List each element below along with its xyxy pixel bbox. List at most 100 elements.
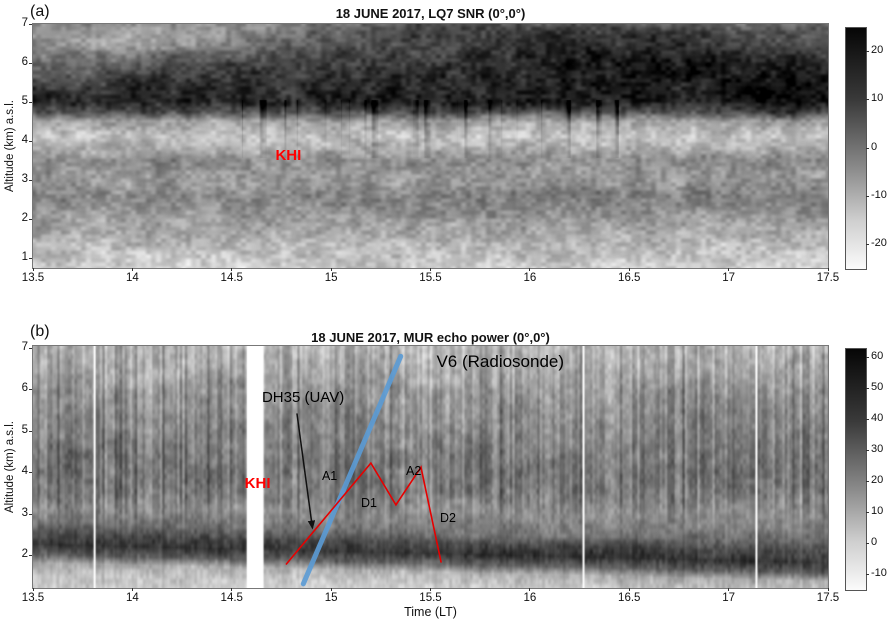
colorbar-tick-label: 10: [871, 92, 884, 105]
y-tick-label: 5: [21, 94, 28, 107]
y-tick-label: 5: [21, 423, 28, 436]
y-tick-mark: [29, 430, 32, 432]
x-tick-mark: [728, 588, 730, 591]
y-tick-mark: [29, 24, 32, 25]
x-tick-mark: [131, 268, 133, 271]
x-tick-label: 13.5: [21, 272, 45, 284]
y-tick-label: 3: [21, 506, 28, 519]
x-tick-label: 15.5: [419, 272, 442, 284]
colorbar-tick-mark: [866, 243, 869, 245]
x-tick-label: 14: [125, 592, 139, 604]
y-tick-label: 1: [21, 250, 28, 263]
colorbar-tick-label: -20: [871, 236, 887, 249]
x-tick-label: 14.5: [220, 592, 243, 604]
colorbar-tick-mark: [866, 542, 869, 544]
colorbar-tick-mark: [866, 449, 869, 451]
x-tick-mark: [827, 588, 829, 591]
panel-b-heatmap: [33, 346, 828, 588]
x-tick-mark: [529, 588, 531, 591]
colorbar-tick-mark: [866, 147, 869, 149]
panel-b-letter: (b): [30, 323, 50, 340]
x-tick-mark: [628, 268, 630, 271]
colorbar-tick-label: 0: [871, 140, 878, 153]
annotation-a2: A2: [406, 464, 422, 479]
colorbar-tick-label: -10: [871, 188, 887, 201]
annotation-khi: KHI: [275, 146, 302, 164]
x-tick-label: 14: [125, 272, 139, 284]
annotation-a1: A1: [321, 469, 338, 484]
x-tick-mark: [827, 268, 829, 271]
colorbar-tick-label: -10: [871, 566, 887, 579]
x-tick-label: 17.5: [816, 272, 840, 284]
panel-a-letter: (a): [30, 3, 50, 20]
x-tick-mark: [529, 268, 531, 271]
colorbar-tick-mark: [866, 99, 869, 101]
x-tick-mark: [231, 268, 233, 271]
colorbar-tick-mark: [866, 573, 869, 575]
x-tick-label: 16: [523, 592, 537, 604]
x-tick-mark: [131, 588, 133, 591]
x-tick-mark: [231, 588, 233, 591]
panel-b-overlay: [285, 353, 442, 587]
colorbar-tick-mark: [866, 419, 869, 421]
x-tick-mark: [32, 268, 34, 271]
y-tick-mark: [29, 218, 32, 220]
colorbar-tick-label: 40: [871, 412, 884, 425]
x-tick-mark: [628, 588, 630, 591]
x-tick-label: 16.5: [618, 592, 641, 604]
colorbar-tick-mark: [866, 511, 869, 513]
colorbar-tick-label: 60: [871, 350, 884, 363]
annotation-dh35-uav: DH35 (UAV): [261, 388, 345, 406]
y-tick-label: 7: [21, 17, 28, 29]
x-tick-mark: [32, 588, 34, 591]
y-tick-mark: [29, 554, 32, 556]
x-tick-mark: [330, 268, 332, 271]
annotation-d2: D2: [440, 510, 457, 525]
uav-pointer-arrow: [296, 413, 316, 530]
y-tick-label: 3: [21, 172, 28, 185]
x-tick-label: 17: [722, 272, 736, 284]
x-tick-mark: [430, 268, 431, 271]
x-tick-label: 14.5: [220, 272, 243, 284]
y-tick-label: 6: [21, 382, 28, 395]
x-tick-label: 16: [523, 272, 537, 284]
x-tick-mark: [430, 588, 431, 591]
y-tick-label: 2: [21, 211, 28, 224]
colorbar-tick-mark: [866, 51, 869, 53]
panel-b-title: 18 JUNE 2017, MUR echo power (0°,0°): [311, 330, 550, 345]
panel-a-title: 18 JUNE 2017, LQ7 SNR (0°,0°): [335, 6, 526, 21]
y-tick-mark: [29, 101, 32, 103]
colorbar-tick-label: 0: [871, 535, 878, 548]
annotation-v6-radiosonde: V6 (Radiosonde): [436, 352, 565, 372]
x-tick-mark: [330, 588, 332, 591]
panel-a-heatmap: [33, 24, 828, 268]
colorbar-tick-label: 10: [871, 504, 884, 517]
annotation-khi: KHI: [244, 474, 271, 492]
y-tick-mark: [29, 472, 32, 474]
x-tick-label: 17.5: [816, 592, 840, 604]
y-tick-mark: [29, 179, 32, 181]
annotation-d1: D1: [360, 495, 377, 510]
colorbar-tick-label: 50: [871, 381, 884, 394]
uav-dh35-flightpath-line: [285, 461, 442, 565]
y-tick-mark: [29, 62, 32, 64]
y-tick-label: 7: [21, 341, 28, 354]
x-tick-label: 15: [324, 272, 338, 284]
y-tick-mark: [29, 257, 32, 259]
colorbar-tick-mark: [866, 388, 869, 390]
y-tick-mark: [29, 348, 32, 350]
x-tick-mark: [728, 268, 730, 271]
colorbar-tick-label: 20: [871, 44, 884, 57]
panel-a-colorbar: [845, 27, 867, 270]
x-tick-label: 15.5: [419, 592, 442, 604]
y-tick-mark: [29, 389, 32, 391]
panel-a-plot-area: KHI: [32, 23, 829, 269]
colorbar-tick-label: 30: [871, 442, 884, 455]
panel-b-xlabel: Time (LT): [404, 605, 457, 619]
y-tick-label: 4: [21, 133, 28, 146]
colorbar-tick-mark: [866, 195, 869, 197]
x-tick-label: 15: [324, 592, 338, 604]
y-tick-label: 6: [21, 55, 28, 68]
y-tick-mark: [29, 140, 32, 142]
